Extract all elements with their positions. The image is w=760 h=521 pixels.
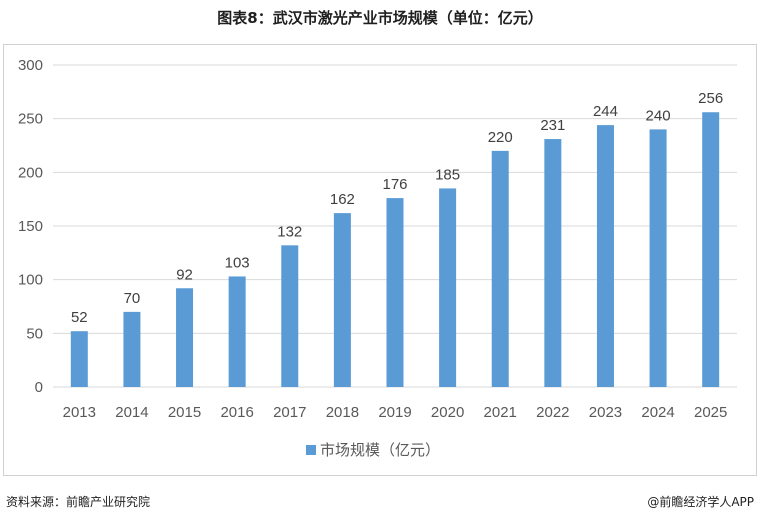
bars: [70, 112, 720, 388]
x-tick-label-2024: 2024: [641, 404, 674, 421]
x-axis-ticks: 2013 2014 2015 2016 2017 2018 2019 2020 2021 2022…: [63, 404, 728, 421]
y-tick-label: 150: [18, 218, 43, 235]
bar-2018: [333, 213, 351, 387]
legend-label: 市场规模（亿元）: [320, 441, 440, 459]
x-tick-label-2014: 2014: [115, 404, 148, 421]
y-axis-ticks: 0 50 100 150 200 250 300: [18, 57, 43, 396]
y-tick-label: 0: [35, 379, 43, 396]
x-tick-label-2013: 2013: [63, 404, 96, 421]
y-tick-label: 250: [18, 111, 43, 128]
bar-2025: [702, 112, 720, 387]
bar-2013: [70, 331, 88, 387]
bar-2017: [281, 245, 299, 387]
y-tick-label: 300: [18, 57, 43, 74]
data-label-2019: 176: [382, 176, 407, 193]
x-tick-label-2020: 2020: [431, 404, 464, 421]
x-tick-label-2019: 2019: [378, 404, 411, 421]
x-tick-label-2017: 2017: [273, 404, 306, 421]
source-note: 资料来源：前瞻产业研究院: [6, 495, 151, 509]
x-tick-label-2018: 2018: [326, 404, 359, 421]
chart-title: 图表8：武汉市激光产业市场规模（单位：亿元）: [217, 9, 543, 27]
x-tick-label-2015: 2015: [168, 404, 201, 421]
x-tick-label-2023: 2023: [589, 404, 622, 421]
bar-2021: [491, 150, 509, 387]
data-label-2025: 256: [698, 90, 723, 107]
x-tick-label-2025: 2025: [694, 404, 727, 421]
bar-2015: [176, 288, 194, 387]
x-tick-label-2021: 2021: [484, 404, 517, 421]
bar-2022: [544, 139, 562, 387]
data-label-2021: 220: [488, 129, 513, 146]
x-tick-label-2022: 2022: [536, 404, 569, 421]
data-label-2014: 70: [124, 290, 141, 307]
y-tick-label: 100: [18, 272, 43, 289]
data-label-2022: 231: [540, 117, 565, 134]
bar-2024: [649, 129, 667, 387]
bar-2014: [123, 311, 141, 387]
bar-chart: 0 50 100 150 200 250 300 52 70 92 103 132 162 176 185…: [18, 57, 737, 459]
x-tick-label-2016: 2016: [220, 404, 253, 421]
bar-2019: [386, 198, 404, 387]
data-label-2015: 92: [176, 266, 193, 283]
bar-2023: [596, 125, 614, 388]
data-label-2016: 103: [225, 254, 250, 271]
data-label-2013: 52: [71, 309, 88, 326]
brand-credit: @前瞻经济学人APP: [647, 495, 754, 509]
chart-frame: [3, 44, 757, 476]
data-label-2023: 244: [593, 103, 618, 120]
legend: 市场规模（亿元）: [306, 441, 440, 459]
data-label-2017: 132: [277, 223, 302, 240]
data-labels: 52 70 92 103 132 162 176 185 220 231 244 240 256: [71, 90, 723, 326]
data-label-2024: 240: [646, 107, 671, 124]
bar-2020: [439, 188, 457, 387]
data-label-2020: 185: [435, 166, 460, 183]
bar-2016: [228, 276, 246, 387]
data-label-2018: 162: [330, 191, 355, 208]
y-tick-label: 50: [26, 325, 43, 342]
y-tick-label: 200: [18, 164, 43, 181]
legend-swatch: [306, 445, 316, 455]
